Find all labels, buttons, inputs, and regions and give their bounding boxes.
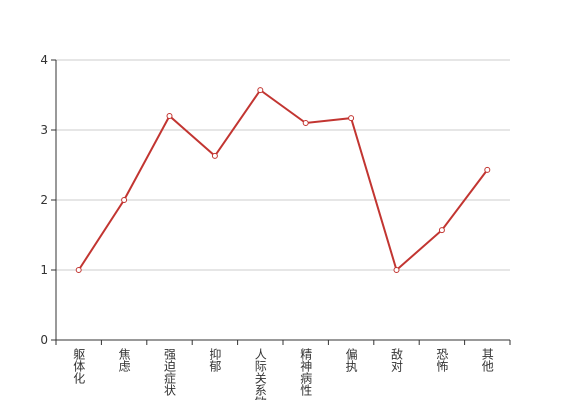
y-tick-label: 1 bbox=[40, 263, 48, 277]
x-tick-label: 强迫症状 bbox=[163, 348, 177, 396]
point bbox=[121, 197, 128, 203]
x-tick-label: 人际关系敏感 bbox=[253, 348, 267, 400]
point bbox=[484, 166, 491, 173]
x-tick-label: 敌对 bbox=[390, 347, 404, 372]
x-tick-label: 恐怖 bbox=[435, 348, 449, 372]
y-tick-label: 2 bbox=[40, 193, 48, 207]
x-tick-label: 精神病性 bbox=[299, 348, 313, 397]
point bbox=[302, 120, 309, 126]
y-tick-label: 4 bbox=[40, 53, 48, 67]
point bbox=[393, 267, 400, 273]
x-tick-label: 抑郁 bbox=[208, 347, 222, 373]
point bbox=[257, 87, 264, 94]
point bbox=[166, 113, 173, 119]
x-tick-label: 偏执 bbox=[344, 347, 358, 373]
x-tick-label: 躯体化 bbox=[72, 347, 86, 385]
y-tick-label: 3 bbox=[40, 123, 48, 137]
line bbox=[77, 88, 489, 272]
point bbox=[211, 152, 218, 159]
point bbox=[75, 267, 82, 273]
point bbox=[438, 227, 445, 234]
point bbox=[348, 115, 355, 122]
y-tick-label: 0 bbox=[40, 333, 48, 347]
x-tick-label: 焦虑 bbox=[117, 348, 131, 372]
x-tick-label: 其他 bbox=[480, 348, 494, 372]
